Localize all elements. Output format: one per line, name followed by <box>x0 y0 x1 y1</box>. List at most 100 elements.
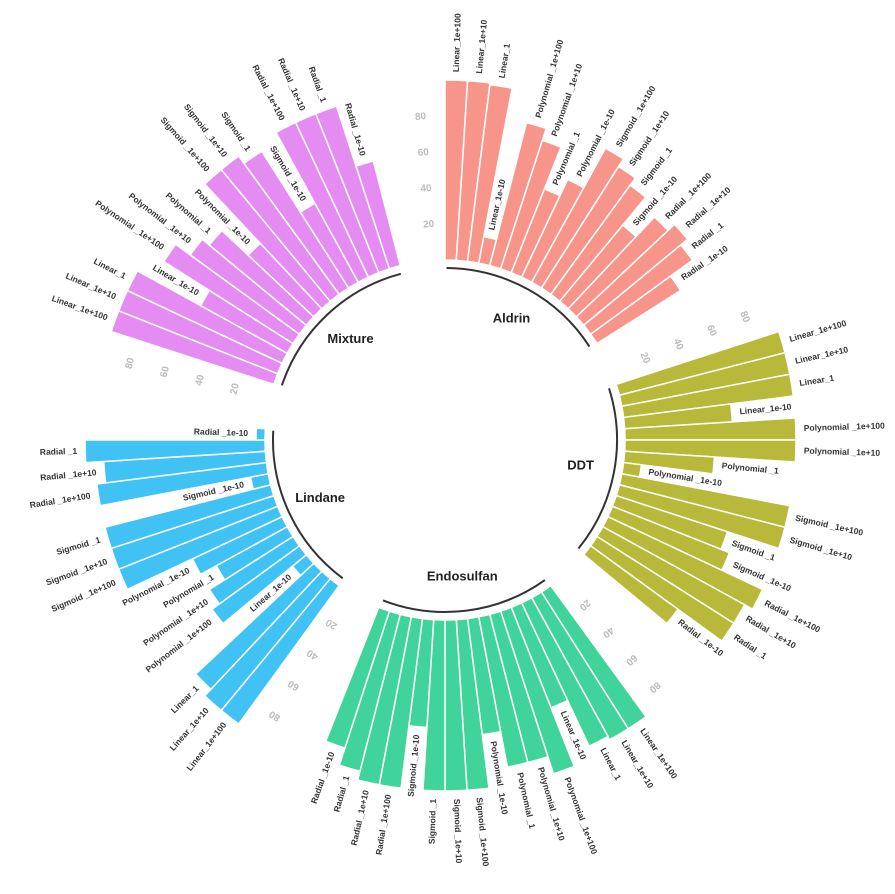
bar <box>499 606 576 775</box>
axis-tick-label: 20 <box>577 597 593 613</box>
bar-label: Sigmoid _1e-10 <box>406 734 422 797</box>
axis-tick-label: 60 <box>286 677 302 692</box>
bar-label: Radial _1e+10 <box>349 789 371 847</box>
bar <box>620 373 795 419</box>
bar-label: Linear_1 <box>799 373 835 388</box>
bar <box>488 121 548 270</box>
bar <box>623 439 797 463</box>
bar-label: Linear_1e+100 <box>50 293 109 322</box>
bar-label: Radial _1 <box>307 65 329 104</box>
bar <box>520 596 610 748</box>
bar <box>530 147 625 290</box>
axis-tick-label: 80 <box>646 679 662 695</box>
bar <box>208 535 301 606</box>
bar-label: Radial _1e-10 <box>194 426 249 438</box>
bar-label: Polynomial _1e+100 <box>804 420 886 433</box>
bar-label: Radial _1 <box>732 632 769 661</box>
bar-label: Polynomial _1e+10 <box>127 191 194 246</box>
bar-label: Radial _1 <box>40 446 78 457</box>
bar <box>314 105 391 274</box>
axis-tick-label: 80 <box>267 708 283 723</box>
bar-label: Radial _1e+100 <box>374 793 393 855</box>
axis-tick-label: 60 <box>704 323 719 338</box>
bar <box>208 229 315 327</box>
bar-label: Linear_1e-10 <box>739 402 792 417</box>
bar <box>575 223 689 327</box>
bar-label: Linear_1e+10 <box>794 344 849 366</box>
bar <box>601 515 764 611</box>
group-arc <box>577 387 618 550</box>
bar <box>582 544 680 625</box>
bar-label: Polynomial _1e+10 <box>536 766 567 842</box>
bar-label: Sigmoid _1e+100 <box>475 797 491 867</box>
bar-label: Radial _1 <box>331 774 351 813</box>
bar-label: Polynomial _1e+100 <box>563 776 600 856</box>
group-arc <box>280 272 402 386</box>
group-label: Lindane <box>295 490 345 505</box>
bar <box>477 613 529 768</box>
bar-label: Radial _1e-10 <box>309 750 337 805</box>
bar-label: Linear_1e+10 <box>474 19 489 74</box>
axis-tick-label: 20 <box>324 616 340 631</box>
axis-tick-label: 40 <box>671 337 686 352</box>
bar-label: Polynomial _1e+100 <box>94 198 167 252</box>
bar <box>255 427 267 441</box>
axis-tick-label: 40 <box>420 183 432 195</box>
bar-label: Radial _1e+10 <box>40 467 97 482</box>
bar <box>589 274 682 345</box>
bar <box>162 243 301 345</box>
bar <box>466 83 513 265</box>
axis-tick-label: 40 <box>305 646 321 661</box>
bar-label: Radial _1e+100 <box>29 490 91 509</box>
bar-label: Linear_1e+100 <box>451 13 463 72</box>
axis-tick-label: 60 <box>159 365 172 379</box>
axis-tick-label: 40 <box>194 373 207 387</box>
bar <box>589 535 735 643</box>
bar <box>95 461 270 507</box>
group-arc <box>272 430 344 580</box>
bar-label: Polynomial _1e+10 <box>804 446 881 458</box>
group-label: Endosulfan <box>427 568 498 583</box>
axis-tick-label: 80 <box>415 111 427 123</box>
bar-label: Sigmoid _1 <box>55 535 102 557</box>
bar <box>530 590 630 741</box>
bar-label: Linear_1 <box>92 256 128 281</box>
bar <box>104 483 275 550</box>
bar <box>582 243 694 336</box>
axis-tick-label: 20 <box>423 219 435 231</box>
bar <box>220 154 341 303</box>
bar <box>549 184 647 303</box>
bar-label: Sigmoid _1e+10 <box>452 799 464 864</box>
axis-tick-label: 40 <box>600 624 616 640</box>
bar-label: Linear_1e+100 <box>788 318 848 344</box>
bar-label: Sigmoid _1e+10 <box>789 535 854 563</box>
bar-label: Linear_1 <box>598 746 623 782</box>
bar <box>356 613 413 786</box>
axis-tick-label: 80 <box>737 310 752 325</box>
bar-label: Sigmoid _1 <box>427 798 438 844</box>
bar-label: Polynomial _1 <box>721 460 779 475</box>
group-label: Aldrin <box>493 311 531 326</box>
bar-label: Sigmoid _1e+100 <box>794 513 864 538</box>
bar-label: Linear_1e+10 <box>64 271 118 302</box>
bar <box>422 618 446 792</box>
bar <box>194 562 323 691</box>
bar <box>84 439 267 464</box>
group-label: DDT <box>567 457 594 472</box>
bar <box>189 238 308 336</box>
group-label: Mixture <box>327 331 373 346</box>
group-arc <box>382 579 546 613</box>
bar <box>242 150 350 296</box>
axis-tick-label: 60 <box>417 147 429 159</box>
bar <box>499 139 562 274</box>
axis-tick-label: 80 <box>124 356 137 370</box>
bar <box>203 570 332 712</box>
axis-tick-label: 20 <box>637 351 652 366</box>
bar-label: Polynomial _1 <box>515 772 537 830</box>
bar <box>622 450 716 475</box>
bar <box>324 606 391 750</box>
bar <box>615 483 786 550</box>
bar <box>355 160 402 270</box>
axis-tick-label: 20 <box>229 382 242 396</box>
